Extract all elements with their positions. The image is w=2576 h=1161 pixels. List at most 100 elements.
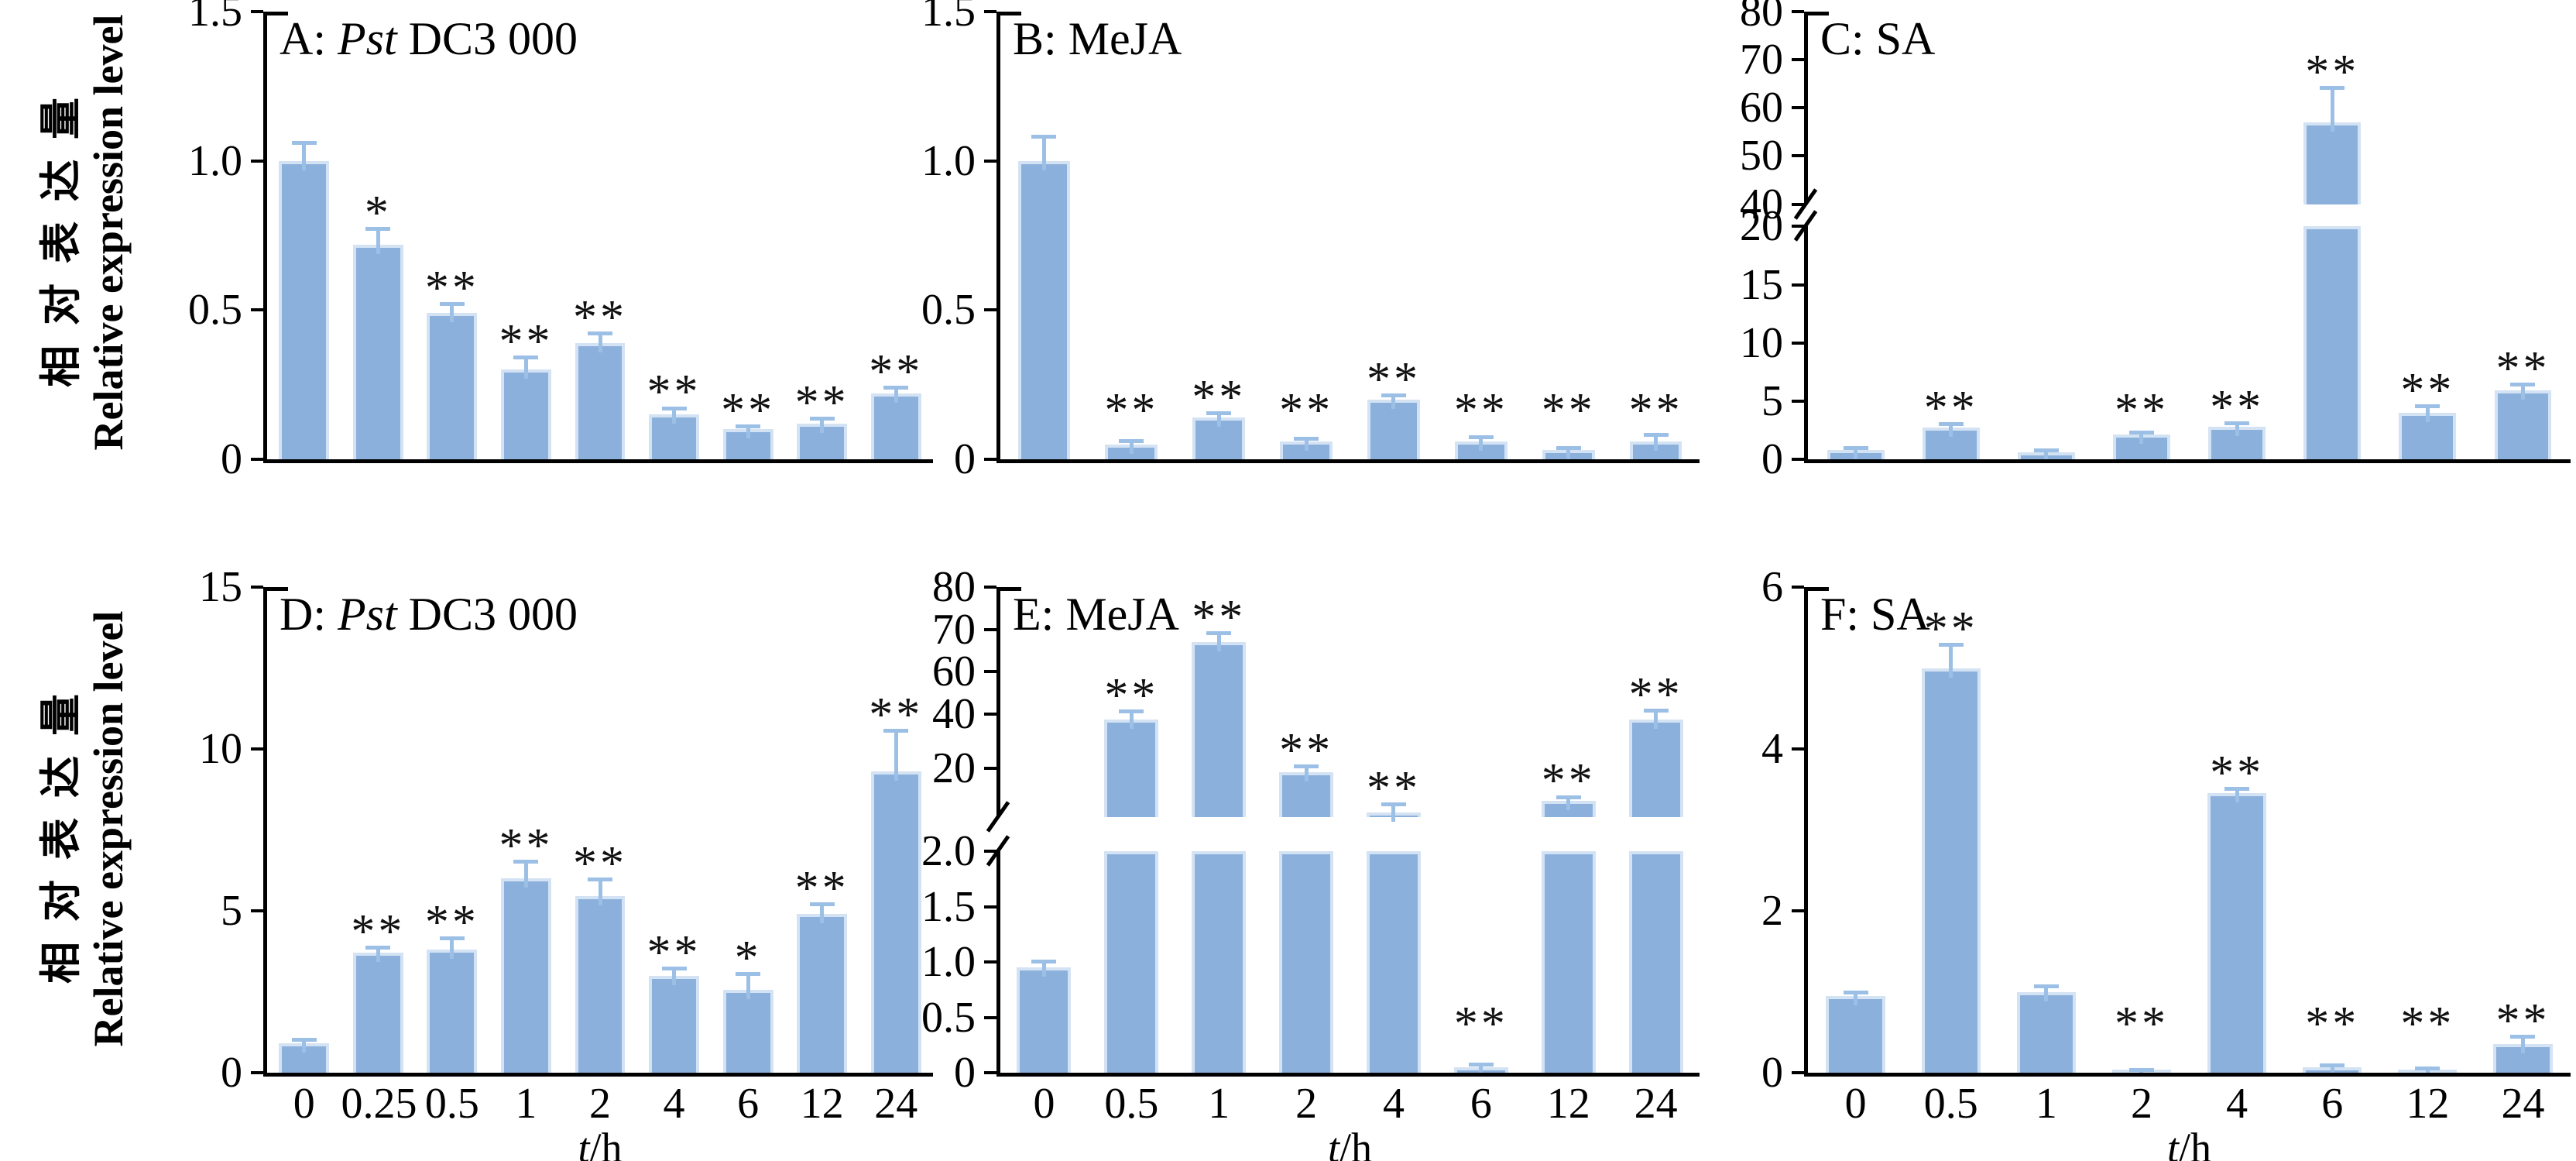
axis-top-stub (1804, 587, 1829, 591)
x-tick-label: 2 (588, 1080, 611, 1128)
error-bar-line (2425, 1068, 2430, 1073)
y-tick-mark (1792, 747, 1804, 751)
error-bar-cap (1381, 802, 1406, 806)
axis-top-stub (263, 12, 288, 15)
y-tick-label: 15 (199, 563, 242, 611)
y-tick-label: 1.5 (921, 882, 976, 931)
y-axis-line (996, 12, 1000, 459)
error-bar-line (1041, 136, 1046, 170)
error-bar-line (2235, 789, 2239, 803)
significance-mark: ** (1453, 384, 1508, 437)
x-axis-title-part: /h (2179, 1125, 2212, 1161)
bar-E-1h-upper (1192, 641, 1247, 817)
y-tick-mark (251, 747, 263, 751)
significance-mark: ** (869, 689, 924, 741)
bar-E-12h-lower (1541, 851, 1596, 1073)
error-bar-line (1216, 634, 1221, 651)
panel-title-part: E: MeJA (1013, 589, 1179, 640)
error-bar-line (672, 969, 677, 985)
error-bar-cap (2128, 431, 2154, 435)
bar-D-4h (649, 975, 700, 1073)
significance-mark: ** (2210, 381, 2265, 435)
x-tick-label: 12 (2406, 1080, 2450, 1128)
y-tick-label: 4 (1761, 725, 1783, 773)
y-axis-line (1804, 587, 1808, 1073)
y-tick-label: 0 (221, 1049, 242, 1097)
y-tick-label: 1.0 (188, 136, 242, 185)
error-bar-cap (1843, 990, 1868, 994)
error-bar-line (1041, 962, 1046, 977)
x-tick-label: 0.5 (1923, 1080, 1978, 1128)
error-bar-cap (1119, 438, 1144, 443)
bar-F-0h (1826, 995, 1885, 1073)
bar-E-0.5h-upper (1104, 719, 1159, 817)
x-tick-label: 0 (1844, 1080, 1867, 1128)
x-tick-label: 6 (737, 1080, 760, 1128)
y-tick-mark (1792, 58, 1804, 62)
significance-mark: * (734, 931, 762, 984)
y-tick-mark (1792, 225, 1804, 228)
y-tick-label: 1.5 (921, 0, 976, 36)
bar-D-2h (575, 896, 626, 1073)
significance-mark: ** (1628, 384, 1683, 437)
y-tick-mark (984, 712, 996, 716)
error-bar-line (450, 938, 454, 960)
y-tick-mark (984, 159, 996, 163)
error-bar-cap (1206, 411, 1232, 416)
y-axis-line (996, 851, 1000, 1073)
significance-mark: ** (1192, 591, 1247, 644)
x-axis-line (996, 1073, 1700, 1077)
bar-A-0.25h (352, 244, 403, 459)
y-tick-mark (984, 458, 996, 461)
error-bar-line (523, 358, 528, 380)
error-bar-line (1216, 414, 1221, 428)
x-axis-title-part: /h (589, 1125, 623, 1161)
significance-mark: ** (499, 819, 554, 873)
bar-E-2h-upper (1279, 772, 1334, 817)
y-tick-mark (251, 10, 263, 13)
y-tick-label: 0 (954, 1049, 976, 1097)
y-tick-mark (984, 960, 996, 964)
axis-top-stub (263, 587, 288, 591)
significance-mark: ** (1923, 603, 1978, 656)
bar-B-0h (1017, 160, 1071, 459)
y-tick-label: 6 (1761, 563, 1783, 611)
x-tick-label: 0.25 (341, 1080, 417, 1128)
x-tick-label: 0.5 (424, 1080, 479, 1128)
y-tick-label: 1.0 (921, 136, 976, 185)
y-tick-label: 10 (199, 725, 242, 773)
error-bar-line (1129, 441, 1134, 454)
error-bar-cap (588, 331, 612, 336)
panel-title-part: F: SA (1820, 589, 1930, 640)
x-tick-label: 1 (1208, 1080, 1230, 1128)
x-tick-label: 1 (515, 1080, 537, 1128)
significance-mark: ** (424, 261, 479, 314)
error-bar-line (1949, 424, 1953, 438)
y-tick-mark (1792, 106, 1804, 110)
significance-mark: ** (1541, 754, 1596, 808)
error-bar-cap (1468, 435, 1494, 440)
y-tick-mark (251, 159, 263, 163)
error-bar-line (2330, 88, 2334, 132)
x-tick-label: 12 (800, 1080, 844, 1128)
panel-title-part: DC3 000 (396, 589, 578, 640)
significance-mark: ** (2495, 994, 2550, 1048)
bar-E-2h-lower (1279, 851, 1334, 1073)
bar-E-0.5h-lower (1104, 851, 1159, 1073)
x-tick-label: 2 (2130, 1080, 2152, 1128)
y-tick-mark (984, 308, 996, 312)
x-tick-label: 0 (1033, 1080, 1055, 1128)
error-bar-cap (2033, 984, 2059, 989)
y-tick-label: 70 (932, 605, 976, 654)
significance-mark: ** (794, 376, 849, 429)
x-tick-label: 6 (2321, 1080, 2344, 1128)
significance-mark: ** (573, 837, 627, 891)
y-tick-mark (984, 1015, 996, 1019)
error-bar-cap (883, 729, 909, 733)
bar-E-4h-lower (1366, 851, 1421, 1073)
significance-mark: ** (1279, 384, 1334, 437)
y-tick-mark (1792, 909, 1804, 912)
y-tick-mark (251, 586, 263, 589)
y-tick-mark (251, 308, 263, 312)
error-bar-cap (736, 971, 761, 976)
